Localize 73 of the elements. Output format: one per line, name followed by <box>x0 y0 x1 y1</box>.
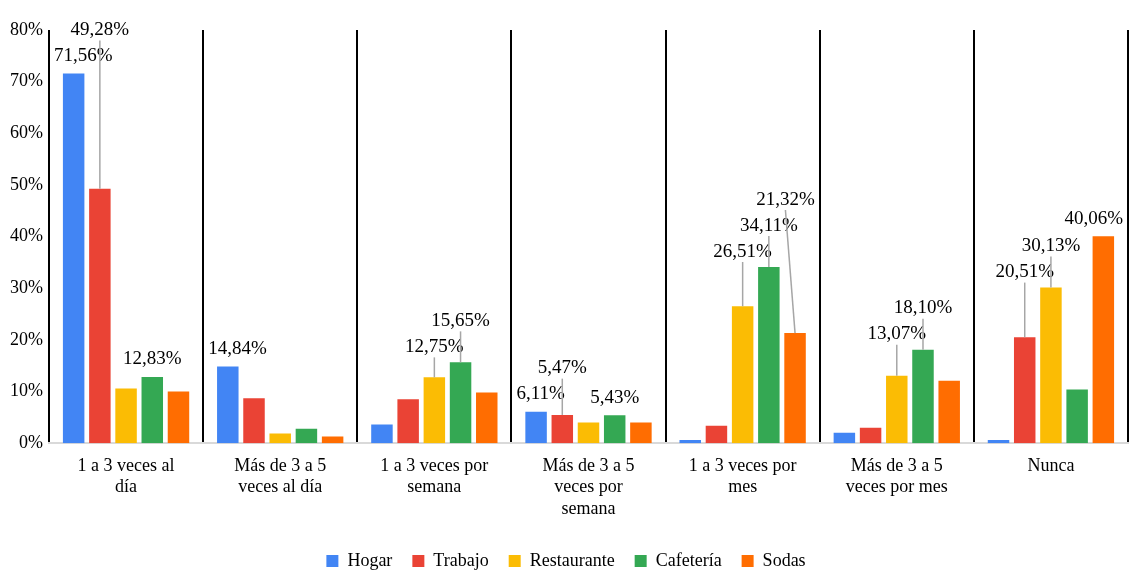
bar <box>551 414 574 444</box>
data-label: 20,51% <box>995 260 1055 282</box>
y-tick-label: 20% <box>9 328 43 349</box>
x-tick-label: Nunca <box>1027 454 1075 475</box>
bar <box>243 398 265 444</box>
y-tick-label: 0% <box>18 431 43 452</box>
x-tick-label: 1 a 3 veces al día <box>77 454 175 497</box>
bar <box>1040 287 1062 444</box>
data-label: 5,43% <box>590 385 640 407</box>
bar <box>859 427 882 444</box>
bar <box>295 428 318 444</box>
bar <box>758 267 780 444</box>
bar <box>423 377 446 444</box>
data-label: 18,10% <box>893 296 953 318</box>
data-label: 49,28% <box>70 18 130 40</box>
bar <box>1066 389 1088 444</box>
data-label: 5,47% <box>537 356 587 378</box>
data-label: 15,65% <box>431 308 491 330</box>
legend-label: Restaurante <box>529 549 615 570</box>
x-tick-label: 1 a 3 veces por semana <box>380 454 489 497</box>
data-label: 71,56% <box>53 44 113 66</box>
y-tick-label: 30% <box>9 276 43 297</box>
legend-label: Hogar <box>347 549 393 570</box>
bar <box>321 436 344 444</box>
bar <box>476 392 498 444</box>
data-label: 12,83% <box>122 347 182 369</box>
bar <box>630 422 652 444</box>
bar <box>1092 236 1115 444</box>
data-label: 14,84% <box>208 337 267 359</box>
bar <box>938 380 960 444</box>
bar <box>679 440 701 444</box>
x-tick-label: Más de 3 a 5 veces por mes <box>845 454 948 497</box>
legend-label: Cafetería <box>655 549 722 570</box>
bar <box>886 375 908 444</box>
bar <box>449 362 472 444</box>
legend-label: Sodas <box>762 549 806 570</box>
bar <box>705 425 728 444</box>
bar <box>217 366 239 444</box>
bar <box>1013 337 1036 444</box>
x-tick-label: 1 a 3 veces por mes <box>688 454 797 497</box>
bar <box>397 399 419 444</box>
bar <box>89 188 111 444</box>
y-tick-label: 80% <box>9 18 43 39</box>
x-tick-label: Más de 3 a 5 veces por semana <box>542 454 635 518</box>
data-label: 12,75% <box>405 334 464 356</box>
bar <box>987 440 1010 444</box>
x-tick-label: Más de 3 a 5 veces al día <box>234 454 327 497</box>
data-label: 40,06% <box>1064 206 1124 228</box>
bar <box>62 73 85 444</box>
bar <box>577 422 600 444</box>
y-tick-label: 60% <box>9 122 43 143</box>
bar <box>167 391 190 444</box>
bar <box>115 388 137 444</box>
data-label: 30,13% <box>1021 234 1081 256</box>
bar <box>784 333 806 444</box>
data-label: 21,32% <box>756 187 815 209</box>
data-label: 13,07% <box>867 322 927 344</box>
bar <box>603 415 626 444</box>
bar <box>269 433 291 444</box>
bar <box>525 411 547 444</box>
bar <box>833 432 856 444</box>
bar <box>141 376 164 444</box>
data-label: 6,11% <box>516 382 565 404</box>
data-label: 26,51% <box>713 239 773 261</box>
bar <box>912 349 934 444</box>
bar <box>731 306 754 444</box>
y-tick-label: 70% <box>9 70 43 91</box>
legend-label: Trabajo <box>433 549 489 570</box>
y-tick-label: 40% <box>9 225 43 246</box>
y-tick-label: 10% <box>9 380 43 401</box>
data-label: 34,11% <box>739 213 798 235</box>
bar <box>371 424 393 444</box>
y-tick-label: 50% <box>9 173 43 194</box>
